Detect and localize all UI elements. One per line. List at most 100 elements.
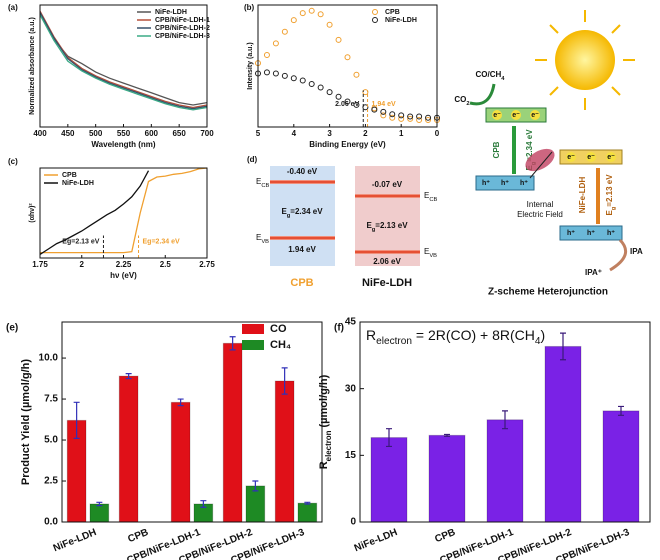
- panel: (b) 5 4 3 2 1 0 Binding Energy (eV) Intensity (a…: [244, 3, 440, 149]
- y-tick-label: 2.5: [44, 476, 58, 487]
- bar: [602, 410, 640, 523]
- error-bar: [560, 332, 566, 361]
- point: [326, 21, 333, 28]
- point: [326, 89, 333, 96]
- text-part: =2.34 eV: [290, 207, 323, 216]
- field-label: Electric Field: [517, 210, 563, 219]
- line: [39, 10, 208, 109]
- electron: e⁻: [493, 112, 501, 119]
- point: [263, 51, 270, 58]
- point: [299, 77, 306, 84]
- x-tick-label: 450: [61, 129, 75, 138]
- nife-vb-value: 2.06 eV: [373, 257, 401, 266]
- hole: h⁺: [587, 230, 595, 237]
- oxidation-arrow: [609, 238, 628, 272]
- nife-box: [355, 166, 420, 266]
- plot-frame: [359, 321, 651, 523]
- panel: (f) 0 15 30 45 Relectron (µmol/g/h) NiFe-LDH CP…: [318, 317, 651, 560]
- legend-label: CPB/NiFe-LDH-2: [155, 25, 210, 32]
- x-tick-label: 650: [172, 129, 186, 138]
- x-tick-label: 5: [256, 129, 261, 138]
- legend-label: CPB/NiFe-LDH-1: [155, 17, 210, 24]
- reaction-arrow: [469, 83, 496, 106]
- panel-label: (d): [247, 155, 258, 164]
- x-tick-label: 2.75: [199, 260, 215, 269]
- text-part: E: [605, 210, 614, 216]
- point: [425, 117, 432, 124]
- error-bar: [73, 401, 80, 439]
- x-tick-label: 2: [363, 129, 368, 138]
- point: [353, 71, 360, 78]
- point: [317, 11, 324, 18]
- error-bar: [229, 336, 236, 351]
- x-tick-label: 500: [89, 129, 103, 138]
- electron: e⁻: [607, 154, 615, 161]
- z-scheme: CO/CH4 CO2 e⁻ e⁻ e⁻ e⁻ e⁻ e⁻ h⁺ h⁺ h⁺ h⁺…: [454, 10, 643, 298]
- ipa: IPA: [630, 247, 643, 256]
- panel: (a) 400 450 500 550 600 650 700 Wavelength (nm) N…: [8, 3, 214, 149]
- text-part: R: [318, 461, 330, 469]
- nife-cb-value: -0.07 eV: [372, 180, 403, 189]
- bar: [89, 503, 110, 523]
- point: [344, 54, 351, 61]
- y-tick-label: 30: [345, 383, 357, 394]
- panel-label: (f): [334, 323, 344, 334]
- hole: h⁺: [607, 230, 615, 237]
- field-arrow: [529, 151, 553, 179]
- text-part: VB: [261, 239, 269, 245]
- x-tick-label: 3: [327, 129, 332, 138]
- y-tick-label: 15: [345, 450, 357, 461]
- x-tick-label: NiFe-LDH: [52, 527, 98, 554]
- sun: [555, 30, 615, 90]
- point: [371, 106, 378, 113]
- field-label: Internal: [527, 200, 554, 209]
- y-tick-label: 0.0: [44, 517, 58, 528]
- line: [39, 13, 208, 106]
- evb-label: EVB: [256, 233, 269, 244]
- error-bar: [386, 428, 392, 448]
- text-part: Wavelength (nm): [91, 140, 155, 149]
- bar: [170, 401, 191, 523]
- y-axis-label: (αhν)²: [29, 203, 36, 223]
- nife-vb-band: [559, 225, 623, 241]
- electron: e⁻: [512, 112, 520, 119]
- y-tick-label: 0: [350, 517, 356, 528]
- y-axis-label: Product Yield (µmol/g/h): [20, 359, 32, 485]
- legend-label: CO: [270, 323, 287, 335]
- error-bar: [444, 433, 450, 437]
- bar: [297, 502, 318, 523]
- panel-label: (e): [6, 323, 18, 334]
- point: [308, 7, 315, 14]
- error-bar: [281, 367, 288, 395]
- error-bar: [200, 500, 207, 508]
- legend-label: CH₄: [270, 339, 291, 351]
- text-part: R: [366, 327, 376, 343]
- products: CO/CH4: [476, 70, 506, 81]
- error-bar: [177, 398, 184, 407]
- point: [407, 115, 414, 122]
- annotation: Relectron = 2R(CO) + 8R(CH4): [366, 327, 545, 347]
- electron: e⁻: [567, 154, 575, 161]
- line: [40, 167, 208, 254]
- bar: [544, 345, 582, 523]
- point: [272, 40, 279, 47]
- legend-label: NiFe-LDH: [385, 17, 417, 24]
- error-bar: [304, 501, 311, 505]
- plot-frame: [61, 321, 323, 523]
- legend-label: CPB: [62, 172, 77, 179]
- z-scheme-title: Z-scheme Heterojunction: [488, 287, 608, 298]
- cpb-cb: [270, 180, 335, 184]
- text-part: CO: [454, 95, 466, 104]
- y-tick-label: 10.0: [39, 353, 59, 364]
- x-tick-label: 1: [399, 129, 404, 138]
- point: [335, 36, 342, 43]
- text-part: =2.13 eV: [375, 221, 408, 230]
- point: [398, 115, 405, 122]
- plot-frame: [39, 4, 208, 128]
- bar: [274, 380, 295, 523]
- y-axis-label: Intensity (a.u.): [247, 42, 254, 89]
- panel: (c) 1.75 2 2.25 2.5 2.75 hν (eV) (αhν)² Eg=2.13 …: [8, 157, 215, 280]
- bar: [222, 342, 243, 523]
